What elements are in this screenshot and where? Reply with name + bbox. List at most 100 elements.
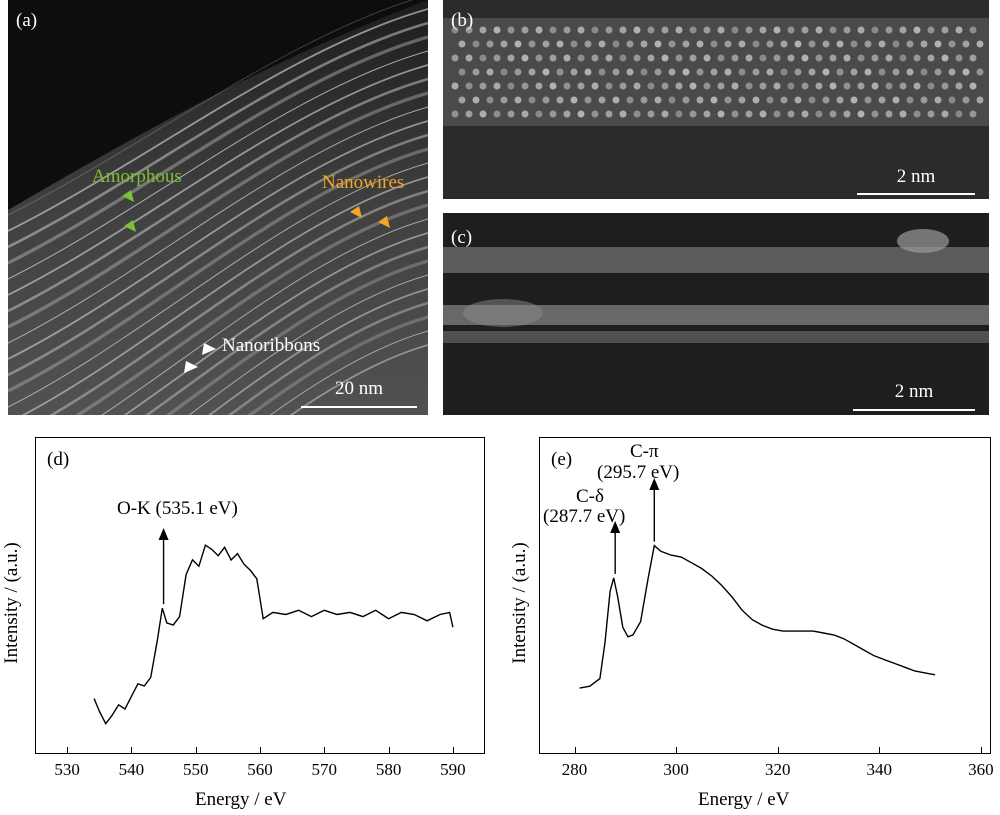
atom-dot [738,96,746,104]
atom-dot [843,82,851,90]
atom-dot [549,54,557,62]
atom-dot [969,54,977,62]
atom-dot [969,110,977,118]
atom-dot [843,110,851,118]
atom-dot [773,26,781,34]
atom-dot [661,82,669,90]
atom-dot [654,96,662,104]
atom-dot [745,110,753,118]
atom-dot [913,54,921,62]
panel-e-peak2-line2: (295.7 eV) [597,462,680,483]
atom-dot [493,26,501,34]
atom-dot [493,54,501,62]
annotation-arrows [122,190,390,373]
peak-arrow-head [610,521,621,533]
atom-dot [507,54,515,62]
atom-dot [815,82,823,90]
atom-dot [556,68,564,76]
atom-dot [927,26,935,34]
atom-dot [479,26,487,34]
atom-dot [633,110,641,118]
atom-dot [815,54,823,62]
atom-dot [682,96,690,104]
atom-dot [612,96,620,104]
nanowires-label: Nanowires [322,172,405,193]
atom-dot [822,40,830,48]
atom-dot [591,82,599,90]
amorphous-label: Amorphous [92,166,182,187]
atom-dot [787,54,795,62]
atom-dot [521,54,529,62]
fiber-streak [269,330,428,415]
atom-dot [892,68,900,76]
atom-dot [780,68,788,76]
atom-dot [535,110,543,118]
atom-dot [864,40,872,48]
atom-dot [731,82,739,90]
fiber-streak [8,106,428,344]
atom-dot [500,68,508,76]
atom-dot [738,40,746,48]
atom-dot [472,68,480,76]
atom-dot [486,40,494,48]
atom-dot [850,96,858,104]
atom-dot [878,40,886,48]
atom-dot [878,96,886,104]
atom-dot [675,82,683,90]
atom-dot [696,96,704,104]
atom-dot [941,82,949,90]
atom-dot [920,40,928,48]
atom-dot [479,82,487,90]
atom-dot [465,54,473,62]
panel-e-peak1-line2: (287.7 eV) [543,506,626,527]
x-tick [67,747,69,754]
atom-dot [766,68,774,76]
x-tick [879,747,881,754]
atom-dot [458,68,466,76]
atom-dot [815,26,823,34]
atom-dot [829,54,837,62]
fiber-streak [8,133,428,377]
atom-dot [465,26,473,34]
atom-dot [675,54,683,62]
panel-b-scale-text: 2 nm [896,166,936,187]
atom-dot [752,68,760,76]
atom-dot [605,110,613,118]
fiber-streak [8,120,428,360]
atom-dot [731,26,739,34]
atom-dot [703,82,711,90]
atom-dot [801,26,809,34]
atom-dot [493,110,501,118]
atom-dot [535,82,543,90]
atom-dot [969,82,977,90]
peak-arrow-head [649,478,660,490]
atom-dot [682,40,690,48]
atom-dot [899,26,907,34]
panel-c-micrograph: (c) 2 nm [443,213,989,415]
atom-dot [745,54,753,62]
atom-dot [591,26,599,34]
atom-dot [885,26,893,34]
x-tick [388,747,390,754]
x-tick [324,747,326,754]
atom-dot [472,96,480,104]
atom-dot [458,96,466,104]
panel-b-scale-bar [857,193,975,195]
atom-dot [738,68,746,76]
spectrum-line [93,544,454,726]
atom-dot [528,68,536,76]
atom-dot [528,96,536,104]
atom-dot [857,54,865,62]
atom-dot [500,96,508,104]
panel-a-scale-bar [301,406,417,408]
atom-dot [549,82,557,90]
panel-a-label: (a) [16,10,38,31]
atom-dot [640,96,648,104]
x-tick-label: 530 [54,760,80,779]
x-tick [131,747,133,754]
atom-dot [780,40,788,48]
atom-dot [598,68,606,76]
atom-dot [668,40,676,48]
